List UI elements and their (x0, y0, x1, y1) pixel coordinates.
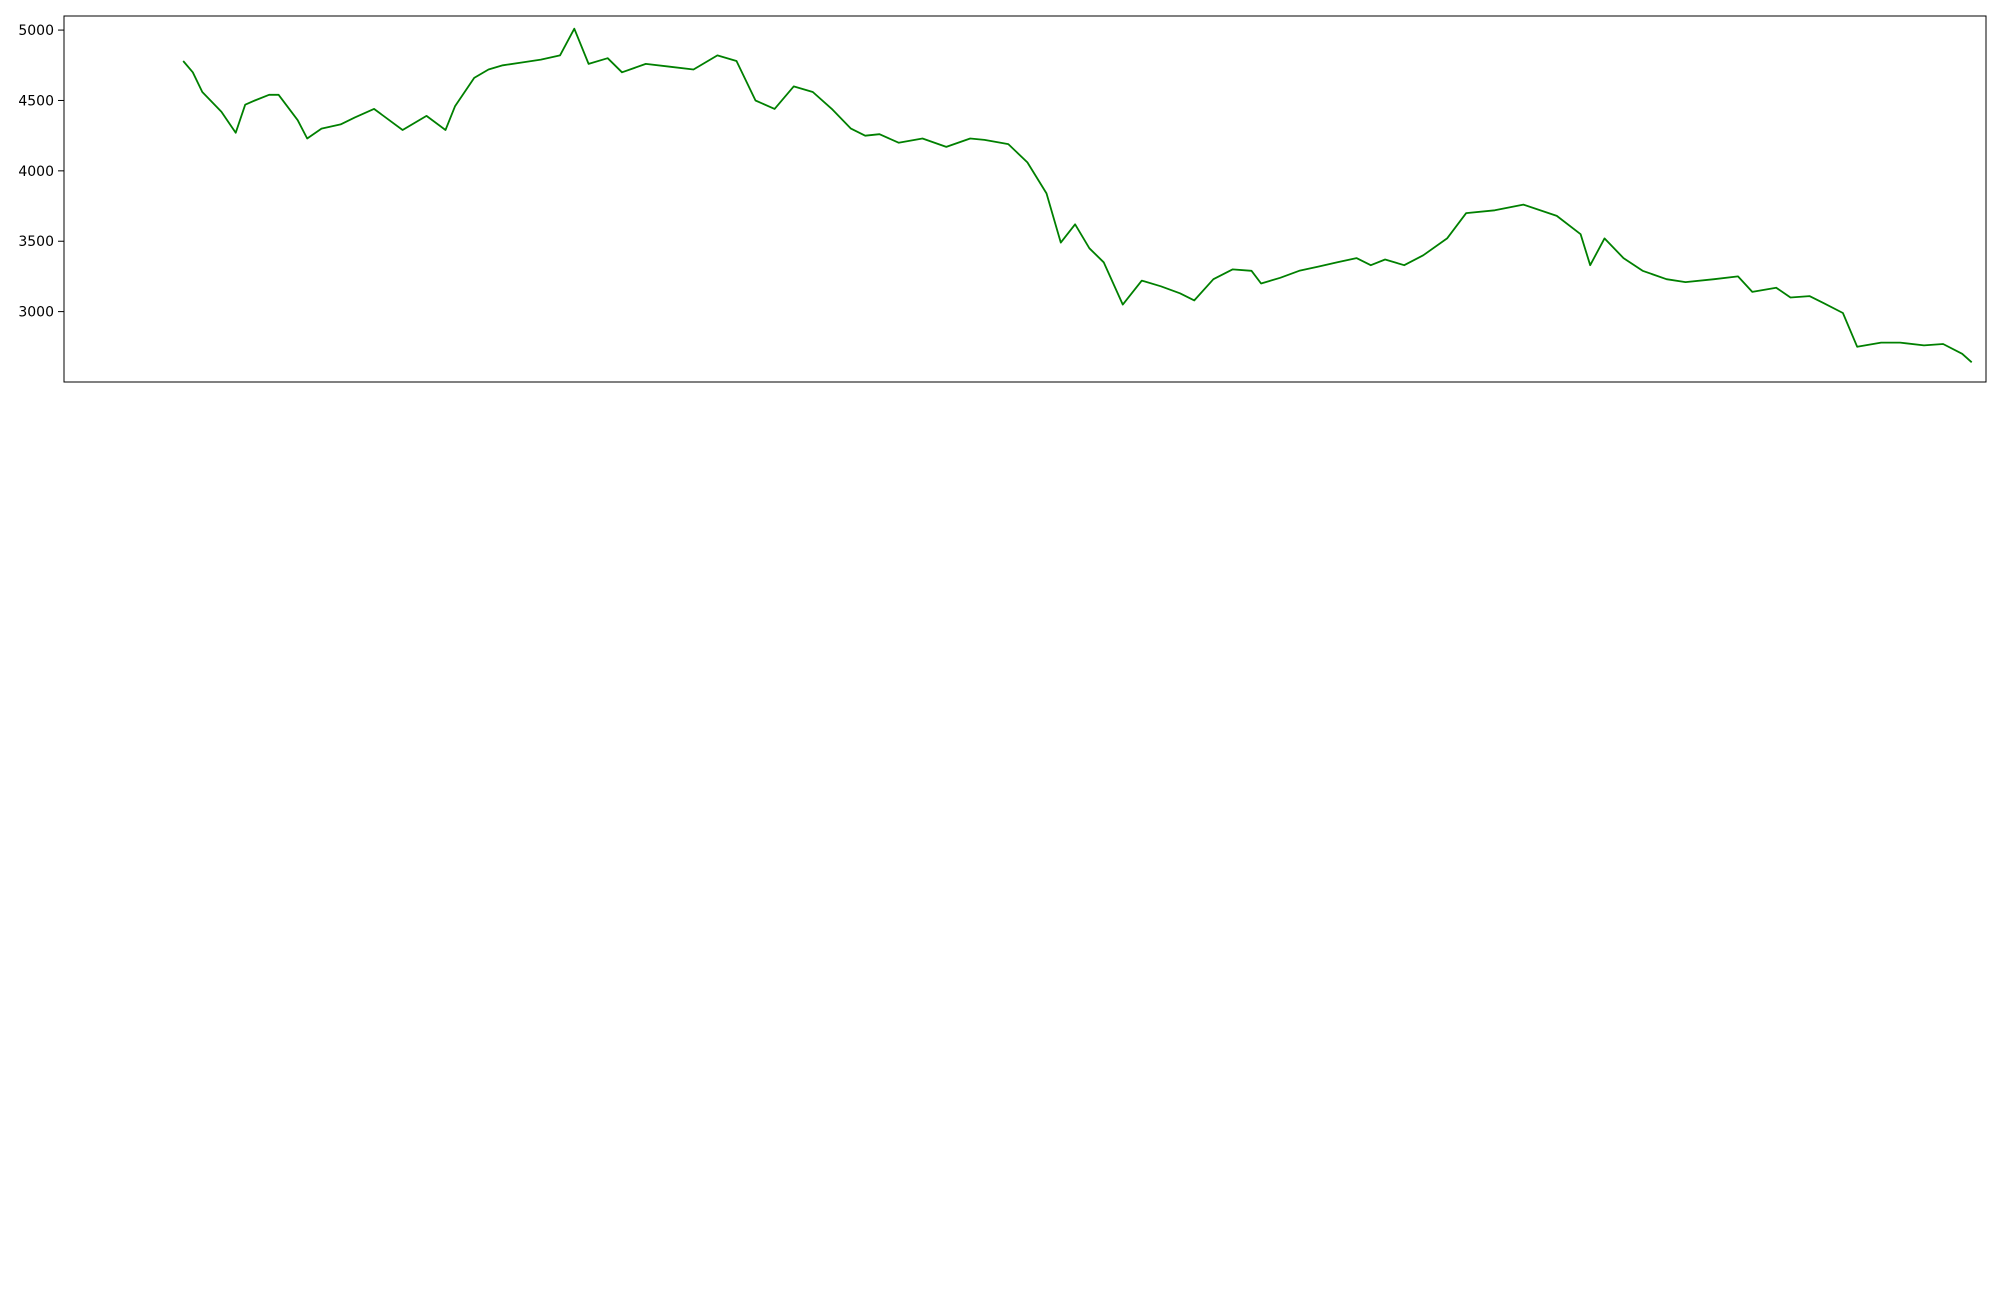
y-tick-label: 3000 (18, 305, 54, 321)
y-tick-label: 4500 (18, 93, 54, 109)
y-tick-label: 4000 (18, 164, 54, 180)
y-tick-label: 3500 (18, 234, 54, 250)
chart-panel-price: 3000 3500 4000 4500 5000 (18, 16, 1986, 382)
y-tick-label: 5000 (18, 23, 54, 39)
plot-frame (64, 16, 1986, 382)
series-line-0 (183, 29, 1972, 363)
